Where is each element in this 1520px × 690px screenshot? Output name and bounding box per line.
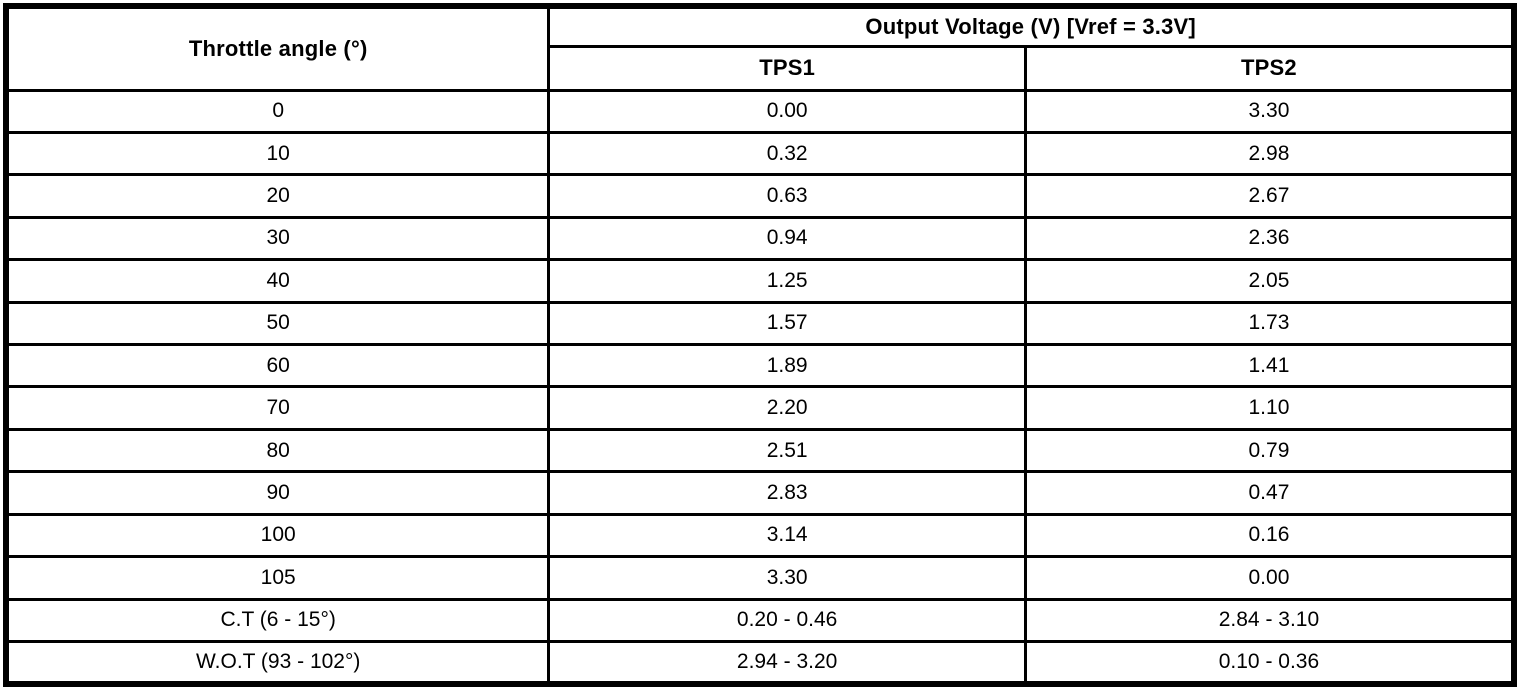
table-cell: 2.05 (1023, 258, 1516, 304)
table-cell: 1.10 (1023, 385, 1516, 431)
table-row: 80 2.51 0.79 (4, 427, 1516, 474)
table-row: 90 2.83 0.47 (4, 470, 1516, 516)
header-output-voltage: Output Voltage (V) [Vref = 3.3V] (547, 4, 1516, 48)
table-row: 100 3.14 0.16 (4, 512, 1516, 559)
table-body: 0 0.00 3.30 10 0.32 2.98 20 0.63 2.67 30 0.94 2.36 4… (4, 88, 1516, 686)
table-cell: 1.73 (1023, 300, 1516, 347)
table-cell: 3.30 (1023, 88, 1516, 134)
table-cell: 2.51 (547, 427, 1027, 474)
header-throttle-angle: Throttle angle (°) (4, 4, 551, 92)
table-row: 60 1.89 1.41 (4, 343, 1516, 389)
table-cell: 3.30 (547, 555, 1027, 601)
table-cell: 0.10 - 0.36 (1023, 640, 1516, 686)
table-row: 30 0.94 2.36 (4, 215, 1516, 262)
table-header: Throttle angle (°) Output Voltage (V) [V… (4, 4, 1516, 92)
table-cell: 2.83 (547, 470, 1027, 516)
table-cell: 1.89 (547, 343, 1027, 389)
table-cell: 0 (4, 88, 551, 134)
table-cell: 30 (4, 215, 551, 262)
table-cell: 20 (4, 173, 551, 219)
table-cell: 2.98 (1023, 130, 1516, 177)
table-cell: 0.63 (547, 173, 1027, 219)
table-cell: 2.84 - 3.10 (1023, 597, 1516, 643)
tps-output-voltage-table: Throttle angle (°) Output Voltage (V) [V… (3, 3, 1517, 687)
table-cell: 105 (4, 555, 551, 601)
table-cell: C.T (6 - 15°) (4, 597, 551, 643)
table-cell: 2.67 (1023, 173, 1516, 219)
table-row: 10 0.32 2.98 (4, 130, 1516, 177)
table-cell: 2.36 (1023, 215, 1516, 262)
table-row: C.T (6 - 15°) 0.20 - 0.46 2.84 - 3.10 (4, 597, 1516, 643)
table-cell: 70 (4, 385, 551, 431)
table-row: 0 0.00 3.30 (4, 88, 1516, 134)
table-cell: 1.57 (547, 300, 1027, 347)
table-row: 70 2.20 1.10 (4, 385, 1516, 431)
table-cell: W.O.T (93 - 102°) (4, 640, 551, 686)
table-row: 40 1.25 2.05 (4, 258, 1516, 304)
table-cell: 0.79 (1023, 427, 1516, 474)
table-cell: 0.00 (1023, 555, 1516, 601)
table-cell: 1.41 (1023, 343, 1516, 389)
table-cell: 60 (4, 343, 551, 389)
table-cell: 10 (4, 130, 551, 177)
table-cell: 100 (4, 512, 551, 559)
table-row: W.O.T (93 - 102°) 2.94 - 3.20 0.10 - 0.36 (4, 640, 1516, 686)
table-cell: 2.20 (547, 385, 1027, 431)
table-row: 105 3.30 0.00 (4, 555, 1516, 601)
table-cell: 0.20 - 0.46 (547, 597, 1027, 643)
table-cell: 3.14 (547, 512, 1027, 559)
table-cell: 0.94 (547, 215, 1027, 262)
header-tps1: TPS1 (547, 44, 1027, 92)
table-cell: 2.94 - 3.20 (547, 640, 1027, 686)
table-cell: 90 (4, 470, 551, 516)
table-cell: 80 (4, 427, 551, 474)
header-row-sub: TPS1 TPS2 (6, 44, 1516, 92)
table-cell: 0.32 (547, 130, 1027, 177)
table-cell: 0.47 (1023, 470, 1516, 516)
table-cell: 0.16 (1023, 512, 1516, 559)
header-tps2: TPS2 (1023, 44, 1516, 92)
table-cell: 1.25 (547, 258, 1027, 304)
table-row: 50 1.57 1.73 (4, 300, 1516, 347)
table-cell: 50 (4, 300, 551, 347)
table-row: 20 0.63 2.67 (4, 173, 1516, 219)
header-row-group: Throttle angle (°) Output Voltage (V) [V… (4, 4, 1516, 92)
table-cell: 40 (4, 258, 551, 304)
table-cell: 0.00 (547, 88, 1027, 134)
